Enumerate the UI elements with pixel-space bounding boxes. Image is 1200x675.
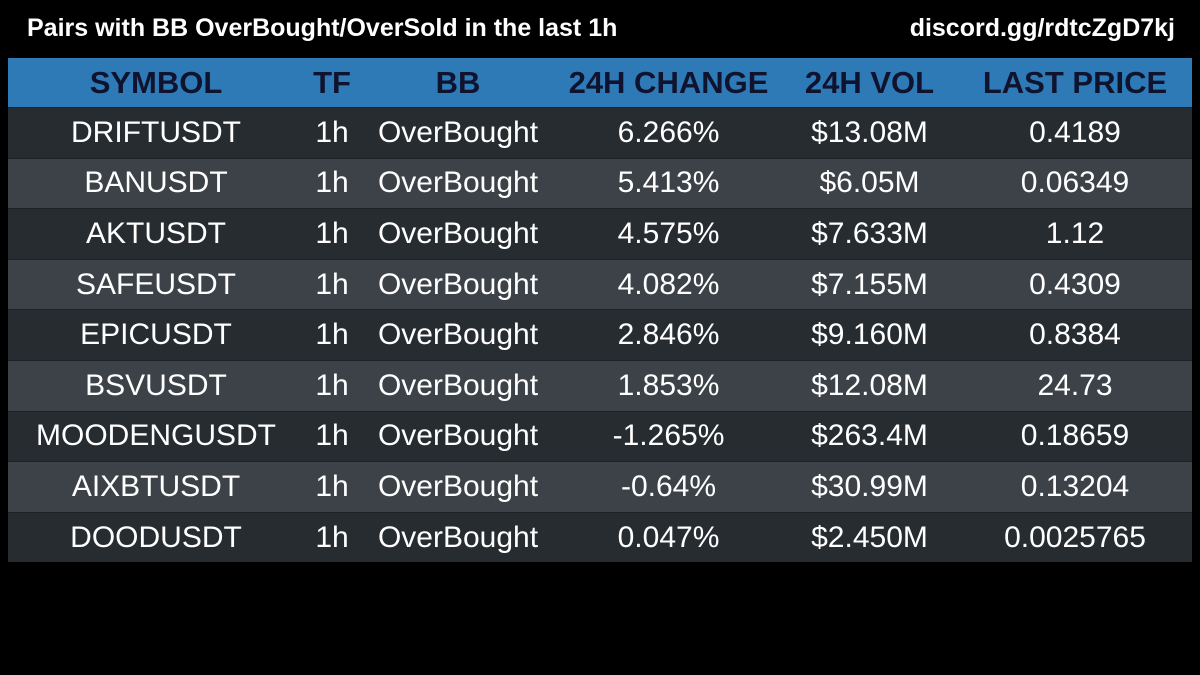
table-row: BSVUSDT 1h OverBought 1.853% $12.08M 24.73 [8,359,1192,412]
price-cell: 0.4189 [958,107,1192,159]
column-header-last-price: LAST PRICE [958,58,1192,108]
table-row: DOODUSDT 1h OverBought 0.047% $2.450M 0.00257… [8,511,1192,563]
volume-cell: $9.160M [781,309,958,361]
pairs-table: SYMBOL TF BB 24H CHANGE 24H VOL LAST PRI… [8,58,1192,563]
tf-cell: 1h [304,208,360,260]
symbol-cell: SAFEUSDT [8,258,304,310]
volume-cell: $7.633M [781,208,958,260]
column-header-symbol: SYMBOL [8,58,304,108]
symbol-cell: BANUSDT [8,157,304,209]
change-cell: 5.413% [556,157,781,209]
table-row: MOODENGUSDT 1h OverBought -1.265% $263.4M 0.1… [8,410,1192,462]
bb-cell: OverBought [360,107,556,159]
change-cell: 6.266% [556,107,781,159]
symbol-cell: DOODUSDT [8,511,304,563]
price-cell: 24.73 [958,359,1192,412]
bb-cell: OverBought [360,157,556,209]
table-row: AKTUSDT 1h OverBought 4.575% $7.633M 1.12 [8,208,1192,260]
table-row: BANUSDT 1h OverBought 5.413% $6.05M 0.06349 [8,157,1192,209]
pairs-table-container: SYMBOL TF BB 24H CHANGE 24H VOL LAST PRI… [8,58,1192,563]
volume-cell: $263.4M [781,410,958,462]
symbol-cell: AIXBTUSDT [8,461,304,513]
price-cell: 0.0025765 [958,511,1192,563]
column-header-bb: BB [360,58,556,108]
price-cell: 1.12 [958,208,1192,260]
tf-cell: 1h [304,309,360,361]
volume-cell: $7.155M [781,258,958,310]
table-row: DRIFTUSDT 1h OverBought 6.266% $13.08M 0.4189 [8,107,1192,159]
price-cell: 0.06349 [958,157,1192,209]
symbol-cell: EPICUSDT [8,309,304,361]
column-header-24h-change: 24H CHANGE [556,58,781,108]
bb-cell: OverBought [360,258,556,310]
title-bar: Pairs with BB OverBought/OverSold in the… [0,0,1200,58]
volume-cell: $2.450M [781,511,958,563]
tf-cell: 1h [304,359,360,412]
tf-cell: 1h [304,258,360,310]
change-cell: 4.082% [556,258,781,310]
table-body: DRIFTUSDT 1h OverBought 6.266% $13.08M 0.4189… [8,107,1192,563]
volume-cell: $13.08M [781,107,958,159]
bb-cell: OverBought [360,461,556,513]
change-cell: 2.846% [556,309,781,361]
symbol-cell: BSVUSDT [8,359,304,412]
price-cell: 0.18659 [958,410,1192,462]
tf-cell: 1h [304,461,360,513]
bb-cell: OverBought [360,208,556,260]
volume-cell: $30.99M [781,461,958,513]
bb-cell: OverBought [360,511,556,563]
bb-cell: OverBought [360,410,556,462]
column-header-tf: TF [304,58,360,108]
tf-cell: 1h [304,511,360,563]
price-cell: 0.4309 [958,258,1192,310]
tf-cell: 1h [304,410,360,462]
symbol-cell: MOODENGUSDT [8,410,304,462]
change-cell: 1.853% [556,359,781,412]
page-title: Pairs with BB OverBought/OverSold in the… [27,14,618,42]
discord-invite-link[interactable]: discord.gg/rdtcZgD7kj [909,14,1175,42]
change-cell: 4.575% [556,208,781,260]
tf-cell: 1h [304,157,360,209]
table-header: SYMBOL TF BB 24H CHANGE 24H VOL LAST PRI… [8,58,1192,108]
price-cell: 0.8384 [958,309,1192,361]
symbol-cell: AKTUSDT [8,208,304,260]
table-row: SAFEUSDT 1h OverBought 4.082% $7.155M 0.4309 [8,258,1192,310]
column-header-24h-vol: 24H VOL [781,58,958,108]
change-cell: -0.64% [556,461,781,513]
table-row: EPICUSDT 1h OverBought 2.846% $9.160M 0.8384 [8,309,1192,361]
bb-cell: OverBought [360,359,556,412]
volume-cell: $12.08M [781,359,958,412]
symbol-cell: DRIFTUSDT [8,107,304,159]
change-cell: -1.265% [556,410,781,462]
volume-cell: $6.05M [781,157,958,209]
change-cell: 0.047% [556,511,781,563]
price-cell: 0.13204 [958,461,1192,513]
table-row: AIXBTUSDT 1h OverBought -0.64% $30.99M 0.1320… [8,461,1192,513]
header-row: SYMBOL TF BB 24H CHANGE 24H VOL LAST PRI… [8,58,1192,108]
tf-cell: 1h [304,107,360,159]
bb-cell: OverBought [360,309,556,361]
